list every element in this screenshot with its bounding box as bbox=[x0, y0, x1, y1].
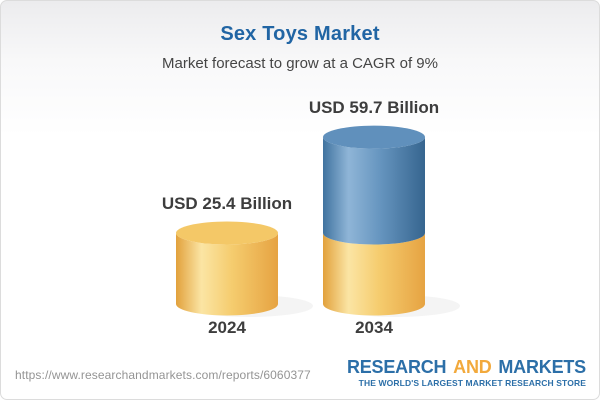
report-url: https://www.researchandmarkets.com/repor… bbox=[15, 368, 311, 382]
logo-research-text: RESEARCH bbox=[346, 357, 447, 377]
bar-value-label: USD 59.7 Billion bbox=[308, 97, 440, 117]
brand-logo-wordmark: RESEARCH AND MARKETS bbox=[347, 358, 586, 376]
brand-logo: RESEARCH AND MARKETS THE WORLD'S LARGEST… bbox=[347, 358, 586, 388]
logo-and-text: AND bbox=[453, 357, 492, 377]
bar-value-label: USD 25.4 Billion bbox=[161, 193, 293, 213]
bar-year-label: 2034 bbox=[355, 318, 393, 337]
logo-tagline: THE WORLD'S LARGEST MARKET RESEARCH STOR… bbox=[358, 378, 586, 388]
chart-title: Sex Toys Market bbox=[220, 23, 380, 45]
bar-year-label: 2024 bbox=[208, 318, 246, 337]
chart-subtitle: Market forecast to grow at a CAGR of 9% bbox=[162, 55, 438, 72]
header: Sex Toys Market Market forecast to grow … bbox=[1, 23, 599, 72]
logo-markets-text: MARKETS bbox=[498, 357, 586, 377]
bars-group bbox=[176, 125, 460, 317]
